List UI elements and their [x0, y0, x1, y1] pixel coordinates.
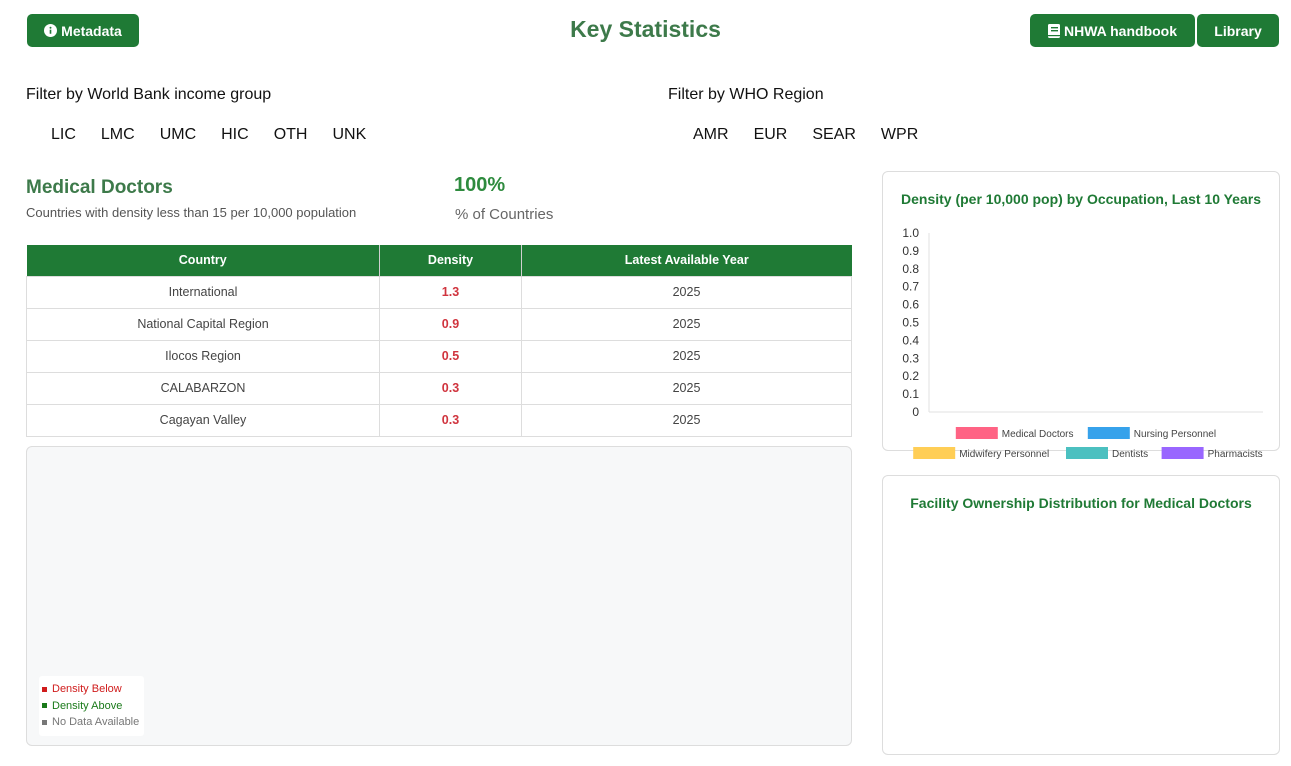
- y-tick-label: 0.9: [902, 244, 919, 258]
- income-filter-group: LIC LMC UMC HIC OTH UNK: [51, 126, 391, 144]
- legend-swatch: [1087, 427, 1130, 439]
- y-tick-label: 0.7: [902, 280, 919, 294]
- filter-income-oth[interactable]: OTH: [273, 126, 308, 143]
- income-filter-label: Filter by World Bank income group: [26, 86, 272, 103]
- legend-label: Medical Doctors: [1002, 429, 1074, 440]
- table-row: International 1.3 2025: [26, 275, 852, 309]
- cell-year: 2025: [521, 403, 852, 437]
- legend-below-label: Density Below: [52, 683, 122, 695]
- table-row: CALABARZON 0.3 2025: [26, 371, 852, 405]
- cell-density: 0.9: [379, 307, 522, 341]
- y-tick-label: 0.5: [902, 316, 919, 330]
- page-title: Key Statistics: [570, 16, 721, 42]
- header-country[interactable]: Country: [26, 245, 380, 276]
- legend-above-swatch: [42, 703, 47, 709]
- density-map-panel[interactable]: Density Below Density Above No Data Avai…: [26, 446, 852, 746]
- y-tick-label: 0.6: [902, 298, 919, 312]
- filter-income-lmc[interactable]: LMC: [100, 126, 135, 143]
- metric-value: 100%: [454, 174, 506, 196]
- filter-region-wpr[interactable]: WPR: [880, 126, 919, 143]
- legend-above-label: Density Above: [52, 699, 123, 712]
- metadata-button[interactable]: Metadata: [27, 14, 139, 47]
- facility-chart-title: Facility Ownership Distribution for Medi…: [910, 495, 1252, 511]
- legend-swatch: [913, 447, 956, 459]
- legend-nodata-swatch: [42, 719, 47, 725]
- region-filter-label: Filter by WHO Region: [668, 86, 824, 103]
- legend-swatch: [955, 427, 998, 439]
- cell-country: National Capital Region: [26, 307, 380, 341]
- header-density[interactable]: Density: [379, 245, 522, 276]
- y-tick-label: 0.4: [902, 333, 919, 347]
- nhwa-handbook-button[interactable]: NHWA handbook: [1030, 14, 1195, 47]
- y-tick-label: 0.1: [902, 387, 919, 401]
- filter-income-lic[interactable]: LIC: [51, 126, 76, 143]
- cell-country: International: [26, 275, 380, 309]
- legend-density-below: Density Below: [42, 681, 139, 698]
- cell-year: 2025: [521, 307, 852, 341]
- density-table: Country Density Latest Available Year In…: [26, 245, 852, 437]
- metric-title: Medical Doctors: [26, 177, 173, 198]
- y-tick-label: 1.0: [902, 226, 919, 240]
- legend-swatch: [1161, 447, 1204, 459]
- metric-unit: % of Countries: [455, 206, 554, 223]
- library-button[interactable]: Library: [1197, 14, 1279, 47]
- y-tick-label: 0: [912, 405, 919, 419]
- facility-chart-card: Facility Ownership Distribution for Medi…: [882, 475, 1280, 755]
- legend-swatch: [1066, 447, 1108, 459]
- cell-density: 0.3: [379, 403, 522, 437]
- metadata-button-label: Metadata: [61, 22, 122, 39]
- cell-year: 2025: [521, 371, 852, 405]
- cell-year: 2025: [521, 275, 852, 309]
- cell-density: 0.3: [379, 371, 522, 405]
- info-circle-icon: [44, 24, 58, 37]
- filter-income-umc[interactable]: UMC: [159, 126, 197, 143]
- legend-label: Pharmacists: [1208, 449, 1263, 460]
- book-icon: [1047, 23, 1060, 38]
- cell-country: CALABARZON: [26, 371, 380, 405]
- cell-country: Ilocos Region: [26, 339, 380, 373]
- legend-nodata-label: No Data Available: [52, 716, 140, 728]
- table-header-row: Country Density Latest Available Year: [26, 245, 852, 276]
- filter-region-amr[interactable]: AMR: [693, 126, 729, 143]
- cell-density: 0.5: [379, 339, 522, 373]
- cell-country: Cagayan Valley: [26, 403, 380, 437]
- library-label: Library: [1214, 22, 1262, 39]
- cell-year: 2025: [521, 339, 852, 373]
- map-legend: Density Below Density Above No Data Avai…: [39, 676, 145, 736]
- density-bar-chart: 1.0 0.9 0.8 0.7 0.6 0.5 0.4 0.3 0.2 0.1 0 Medical D…: [902, 226, 1263, 460]
- table-row: Cagayan Valley 0.3 2025: [26, 403, 852, 437]
- legend-below-swatch: [42, 686, 47, 692]
- y-tick-label: 0.3: [902, 351, 919, 365]
- density-chart-title: Density (per 10,000 pop) by Occupation, …: [901, 191, 1261, 207]
- table-row: Ilocos Region 0.5 2025: [26, 339, 852, 373]
- region-filter-group: AMR EUR SEAR WPR: [693, 126, 943, 144]
- legend-label: Midwifery Personnel: [959, 449, 1049, 460]
- legend-no-data: No Data Available: [42, 714, 139, 731]
- filter-income-unk[interactable]: UNK: [332, 126, 367, 143]
- y-tick-label: 0.8: [902, 262, 919, 276]
- cell-density: 1.3: [379, 275, 522, 309]
- legend-density-above: Density Above: [42, 698, 139, 715]
- filter-region-sear[interactable]: SEAR: [812, 126, 856, 143]
- legend-label: Dentists: [1112, 449, 1148, 460]
- y-tick-label: 0.2: [902, 369, 919, 383]
- filter-region-eur[interactable]: EUR: [753, 126, 788, 143]
- nhwa-handbook-label: NHWA handbook: [1063, 22, 1178, 39]
- filter-income-hic[interactable]: HIC: [221, 126, 249, 143]
- legend-label: Nursing Personnel: [1134, 429, 1216, 440]
- density-chart-card: Density (per 10,000 pop) by Occupation, …: [882, 171, 1280, 451]
- table-row: National Capital Region 0.9 2025: [26, 307, 852, 341]
- header-year[interactable]: Latest Available Year: [521, 245, 852, 276]
- metric-subtitle: Countries with density less than 15 per …: [26, 205, 357, 220]
